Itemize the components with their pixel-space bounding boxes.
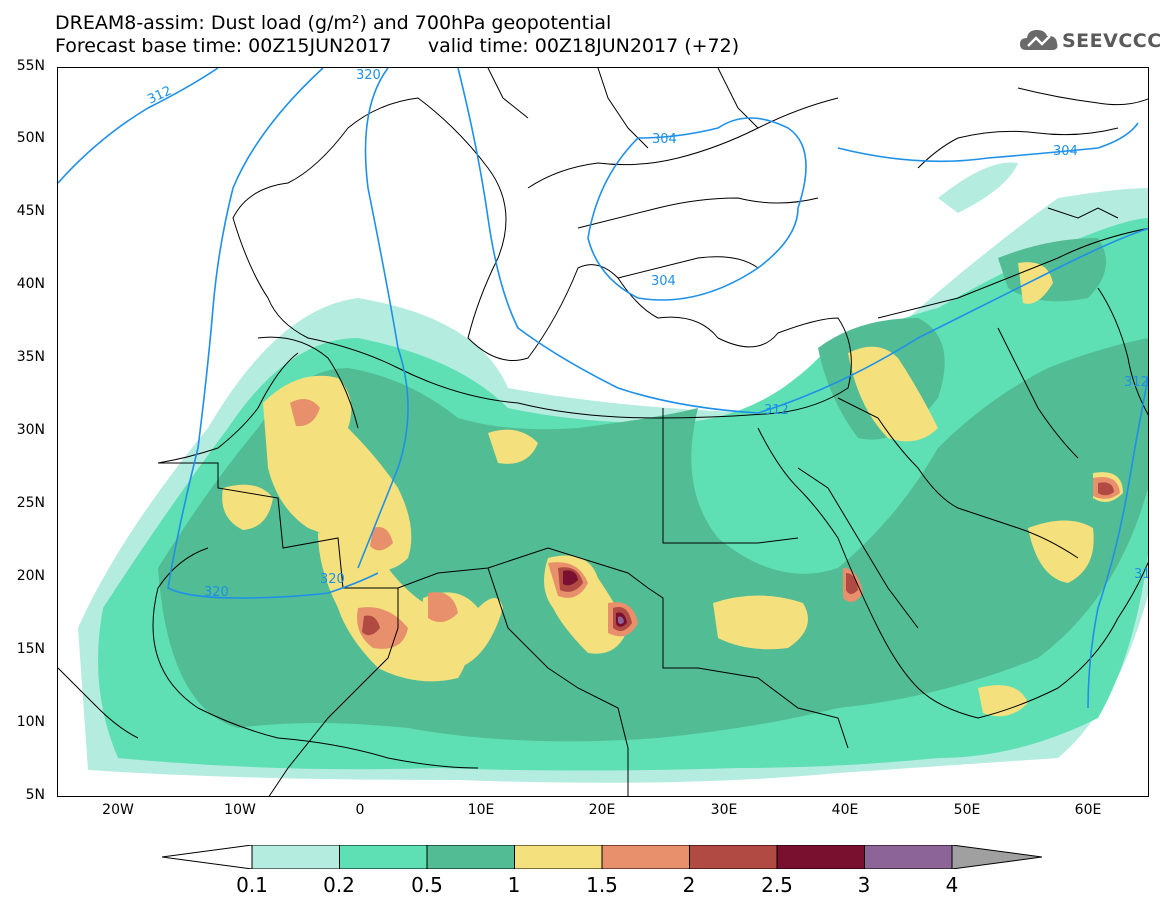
legend-swatch <box>864 845 953 869</box>
logo-text: SEEVCCC <box>1062 30 1162 52</box>
lat-label: 20N <box>16 568 45 584</box>
legend-label: 0.5 <box>411 873 443 897</box>
contour-label: 320 <box>204 585 229 600</box>
legend-label: 3 <box>857 873 871 897</box>
dust-layer-3 <box>618 616 624 624</box>
contour-labels: 320 312 304 304 304 312 312 320 320 31 <box>145 68 1149 600</box>
lon-label: 10E <box>467 802 495 818</box>
contour-label: 312 <box>764 403 789 418</box>
lon-label: 50E <box>953 802 981 818</box>
cloud-icon <box>1020 30 1058 50</box>
legend-label: 0.1 <box>236 873 268 897</box>
geopotential-contours <box>58 68 1148 709</box>
legend-label: 4 <box>945 873 959 897</box>
legend-arrow-right <box>951 845 1042 869</box>
lat-label: 55N <box>16 58 45 74</box>
legend-swatch <box>601 845 690 869</box>
lon-label: 30E <box>710 802 738 818</box>
legend-label: 1 <box>507 873 521 897</box>
lon-label: 0 <box>355 802 365 818</box>
lon-label: 20W <box>102 802 134 818</box>
lat-label: 45N <box>16 203 45 219</box>
lat-label: 10N <box>16 714 45 730</box>
contour-label: 312 <box>1124 375 1149 390</box>
legend-swatch <box>776 845 865 869</box>
contour-label: 312 <box>145 84 174 108</box>
lon-label: 60E <box>1074 802 1102 818</box>
legend-label: 2.5 <box>761 873 793 897</box>
lat-label: 35N <box>16 349 45 365</box>
lat-label: 50N <box>16 130 45 146</box>
lon-label: 20E <box>588 802 616 818</box>
map-area: 320 312 304 304 304 312 312 320 320 31 <box>57 67 1149 797</box>
legend-swatch <box>339 845 428 869</box>
legend-swatch <box>251 845 340 869</box>
country-borders <box>58 68 1148 796</box>
dust-map: 320 312 304 304 304 312 312 320 320 31 <box>58 68 1149 796</box>
legend-label: 1.5 <box>586 873 618 897</box>
contour-label: 31 <box>1134 567 1149 582</box>
contour-label: 320 <box>320 572 345 587</box>
legend-swatch <box>514 845 603 869</box>
contour-label: 304 <box>1053 144 1078 159</box>
lat-label: 15N <box>16 641 45 657</box>
contour-label: 320 <box>356 68 381 83</box>
contour-label: 304 <box>651 274 676 289</box>
legend-arrow-left <box>162 845 253 869</box>
lat-label: 25N <box>16 495 45 511</box>
seevccc-logo: SEEVCCC <box>1018 24 1161 58</box>
colorbar-legend <box>162 845 1042 869</box>
contour-label: 304 <box>652 132 677 147</box>
legend-label: 2 <box>682 873 696 897</box>
legend-label: 0.2 <box>323 873 355 897</box>
lon-label: 10W <box>224 802 256 818</box>
map-subtitle: Forecast base time: 00Z15JUN2017 valid t… <box>55 35 740 57</box>
lat-label: 30N <box>16 422 45 438</box>
lat-label: 5N <box>25 787 45 803</box>
lon-label: 40E <box>831 802 859 818</box>
map-title: DREAM8-assim: Dust load (g/m²) and 700hP… <box>55 12 612 34</box>
lat-label: 40N <box>16 276 45 292</box>
legend-swatch <box>689 845 778 869</box>
legend-swatch <box>426 845 515 869</box>
